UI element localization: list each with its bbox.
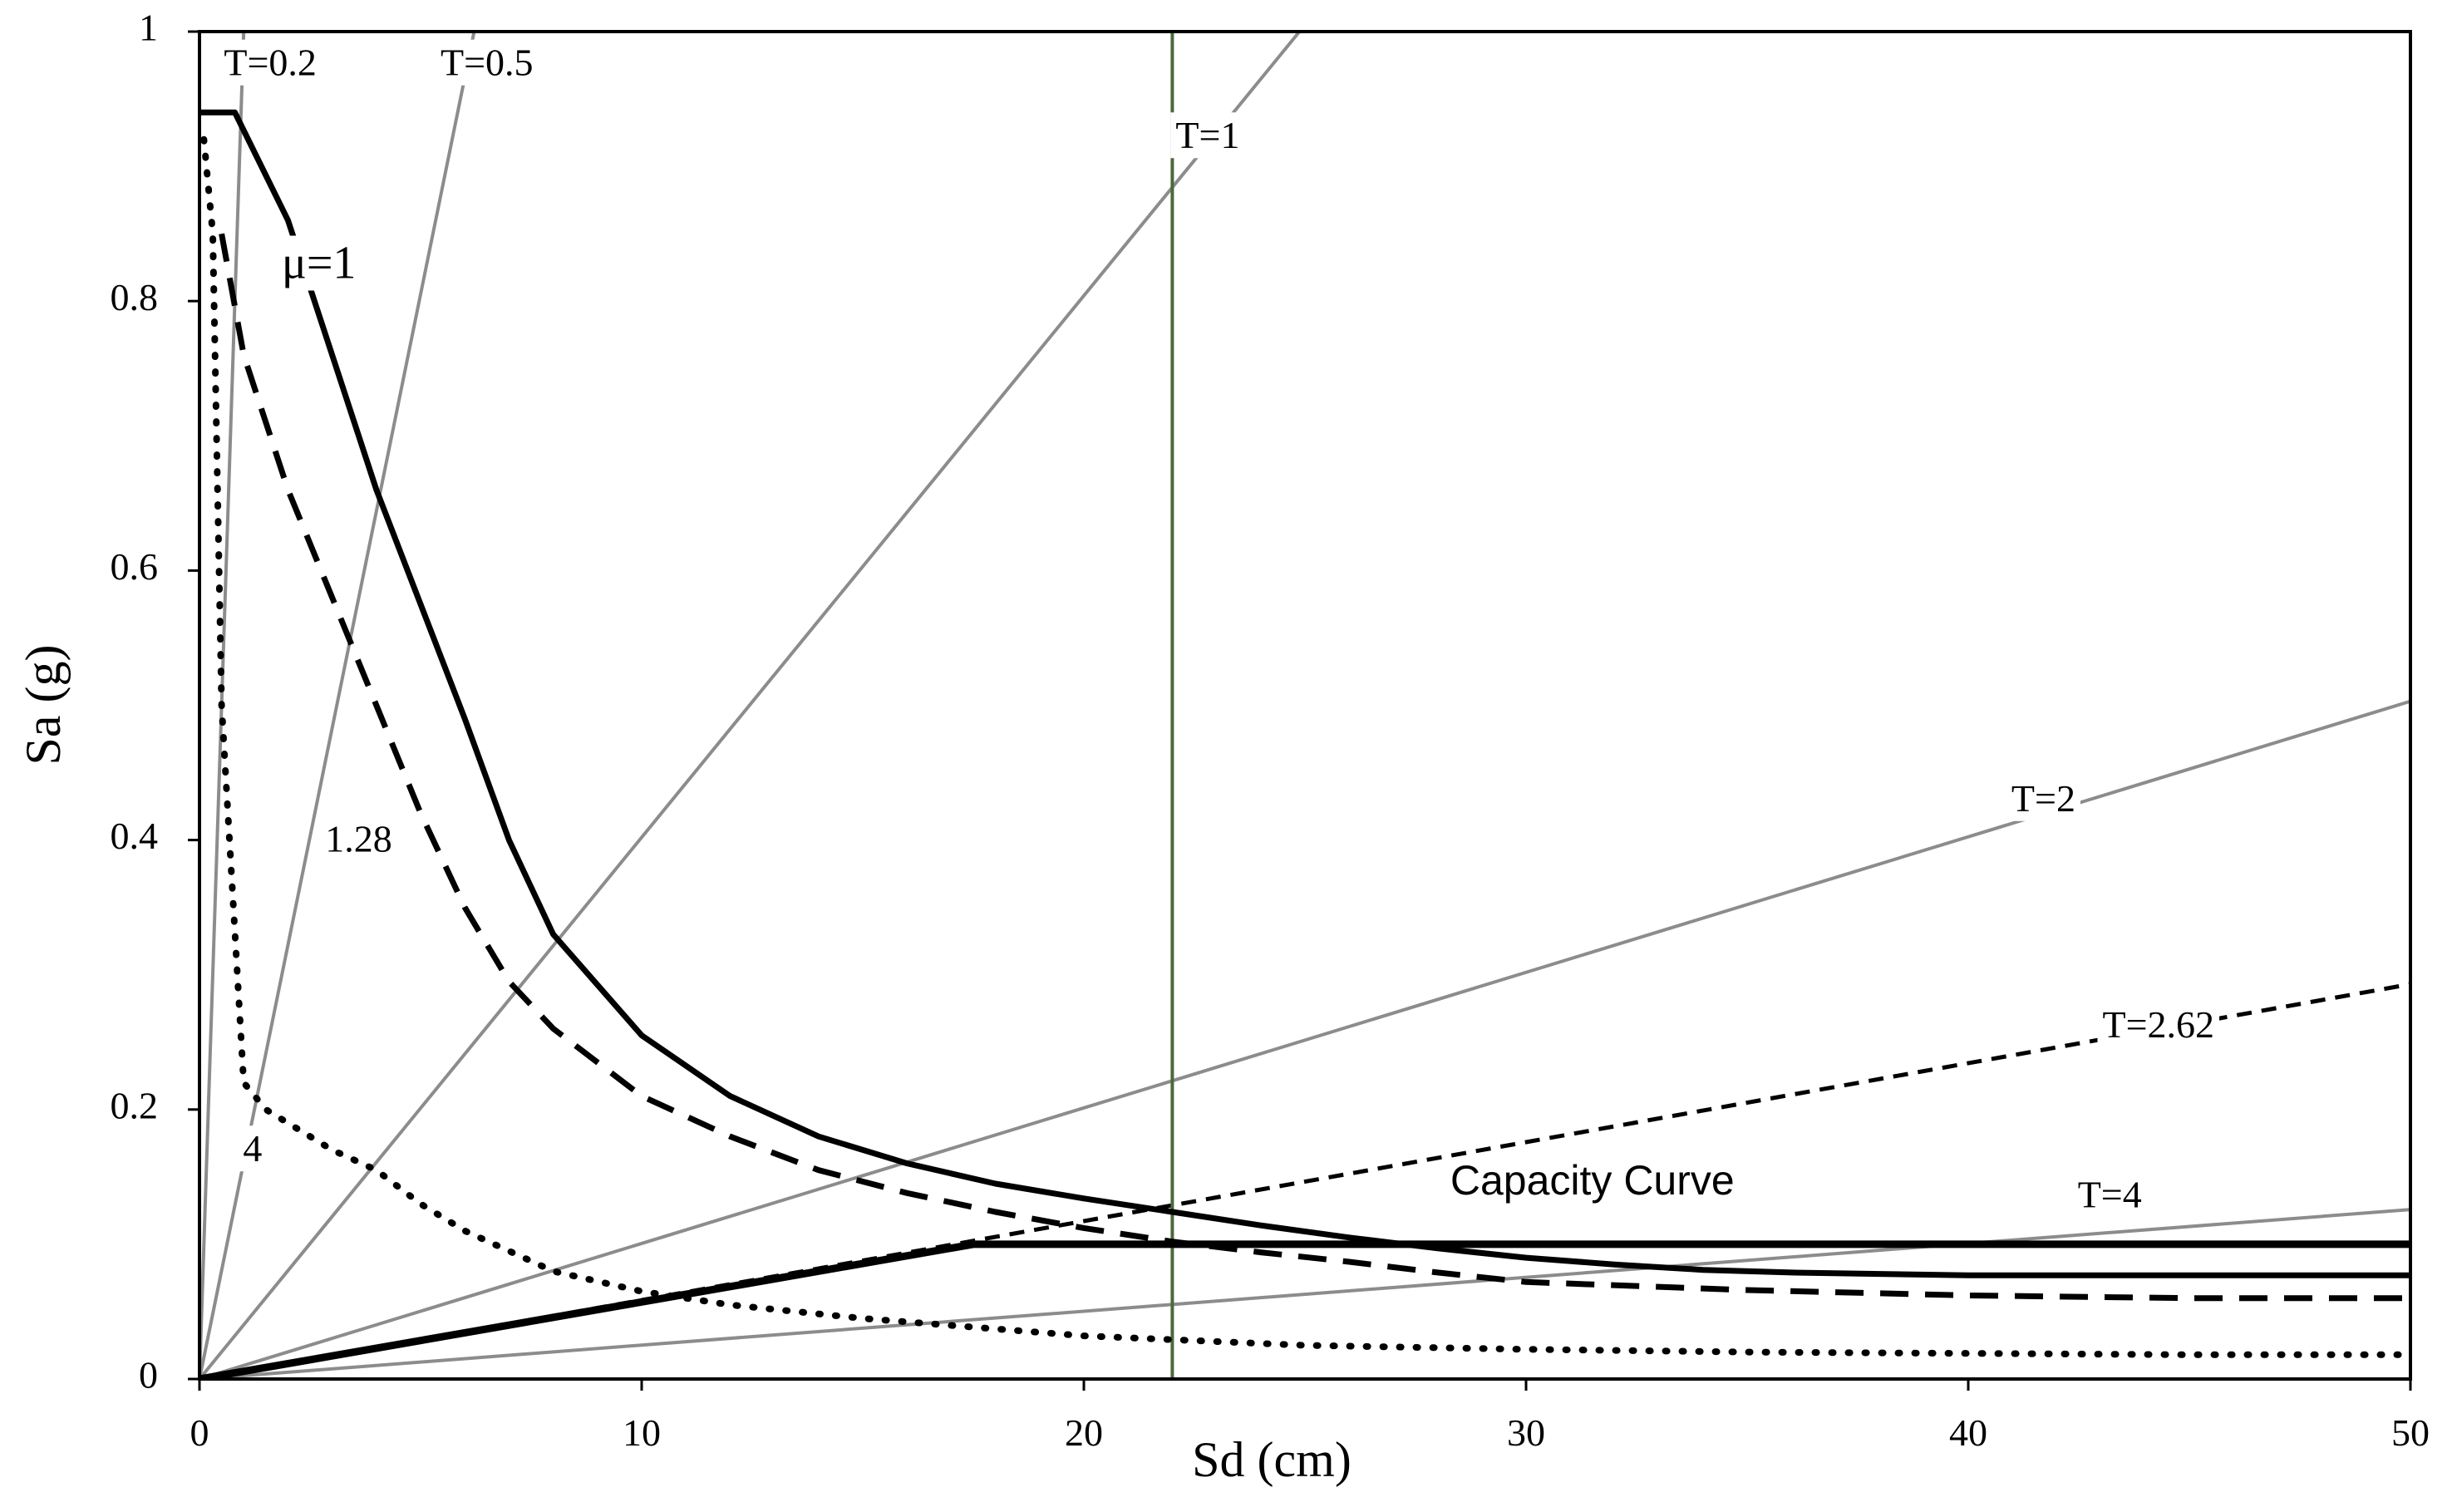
plot-area [199,32,2410,1379]
y-tick-label-1: 0.2 [111,1084,159,1126]
y-tick-label-0: 0 [139,1354,158,1396]
y-tick-label-5: 1 [139,7,158,49]
period-label-2-bg [1170,112,1245,159]
plot-frame [198,30,2412,1381]
demand-label-0: μ=1 [282,238,357,289]
period-label-3: T=2 [2011,777,2075,820]
period-label-4-bg [2097,1002,2220,1048]
y-tick-label-4: 0.8 [111,276,159,318]
demand-label-2-bg [238,1125,268,1172]
period-line-1 [199,32,476,1379]
period-line-2 [199,32,1301,1379]
y-axis-title: Sa (g) [16,645,71,766]
x-tick-label-0: 0 [190,1411,209,1454]
x-tick-label-1: 10 [623,1411,661,1454]
period-label-1-bg [436,39,539,86]
period-label-1: T=0.5 [441,42,534,84]
x-tick-label-3: 30 [1507,1411,1545,1454]
y-tick-label-3: 0.6 [111,545,159,588]
annotations: T=0.2 T=0.5 T=1 T=2 T=2.62 T=4 μ=1 1.28 4 Capacit… [219,39,2220,1218]
period-label-0: T=0.2 [224,42,317,84]
x-tick-label-5: 50 [2391,1411,2430,1454]
demand-label-1: 1.28 [325,817,392,859]
demand-spectrum-2 [200,135,2410,1358]
period-label-2: T=1 [1175,114,1239,156]
x-tick-label-4: 40 [1949,1411,1987,1454]
period-line-5 [199,1208,2410,1379]
period-label-4: T=2.62 [2102,1003,2214,1046]
period-label-5: T=4 [2078,1173,2142,1215]
x-axis-title: Sd (cm) [1192,1432,1352,1487]
demand-label-2: 4 [243,1127,262,1170]
y-tick-label-2: 0.4 [111,815,159,857]
period-label-5-bg [2072,1171,2147,1218]
axis-ticks: 0 10 20 30 40 50 0 0.2 0.4 0.6 0.8 1 [111,7,2430,1454]
x-tick-label-2: 20 [1065,1411,1103,1454]
period-label-3-bg [2006,775,2080,821]
demand-spectrum-1 [219,233,2410,1302]
demand-label-0-bg [276,235,362,291]
demand-spectrum-0 [199,109,2410,1278]
capacity-curve [199,1240,2410,1379]
period-label-0-bg [219,39,322,86]
capacity-curve-label: Capacity Curve [1450,1157,1735,1204]
demand-label-1-bg [320,815,397,862]
